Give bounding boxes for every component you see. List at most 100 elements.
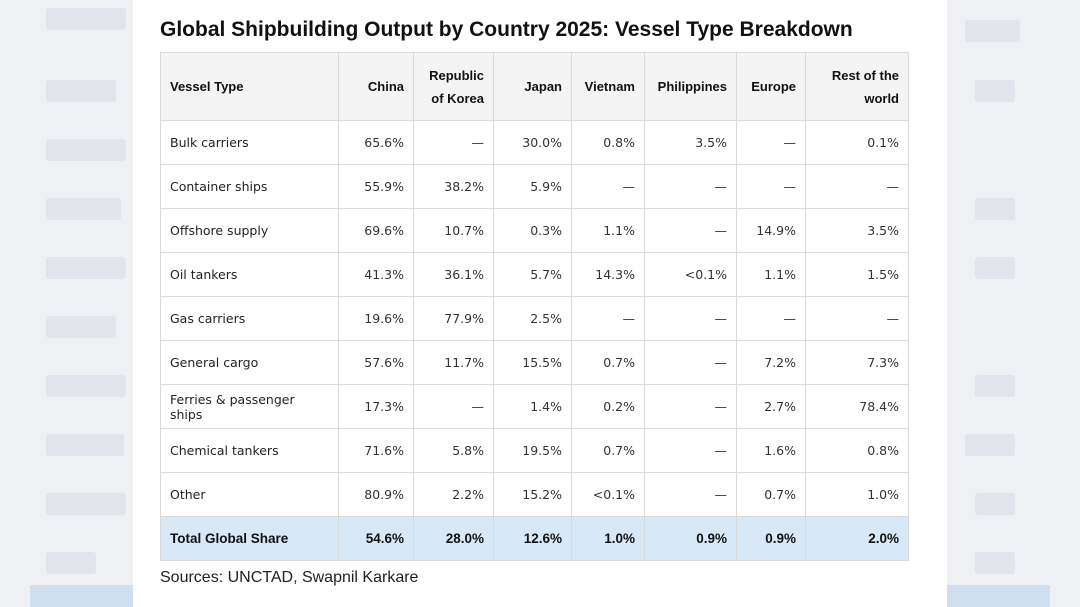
column-header: China bbox=[338, 52, 414, 121]
background-blur bbox=[46, 493, 126, 515]
share-cell: 0.7% bbox=[571, 428, 645, 473]
share-cell: — bbox=[644, 384, 737, 429]
table-row: Offshore supply 69.6% 10.7% 0.3% 1.1% —14.9% 3… bbox=[160, 208, 909, 253]
share-cell: 10.7% bbox=[413, 208, 494, 253]
vessel-type-cell: Container ships bbox=[160, 164, 339, 209]
table-row: Gas carriers 19.6% 77.9% 2.5% — — — — bbox=[160, 296, 909, 341]
share-cell: 2.5% bbox=[493, 296, 572, 341]
background-blur bbox=[975, 257, 1015, 279]
background-blur bbox=[975, 375, 1015, 397]
share-cell: 80.9% bbox=[338, 472, 414, 517]
share-cell: 0.8% bbox=[571, 120, 645, 165]
column-header: Vietnam bbox=[571, 52, 645, 121]
vessel-type-cell: Bulk carriers bbox=[160, 120, 339, 165]
share-cell: <0.1% bbox=[571, 472, 645, 517]
share-cell: — bbox=[805, 296, 909, 341]
share-cell: 0.1% bbox=[805, 120, 909, 165]
column-header: Vessel Type bbox=[160, 52, 339, 121]
table-row: Chemical tankers 71.6% 5.8% 19.5% 0.7% —1.6% 0… bbox=[160, 428, 909, 473]
share-cell: 41.3% bbox=[338, 252, 414, 297]
share-cell: 2.2% bbox=[413, 472, 494, 517]
share-cell: — bbox=[736, 120, 806, 165]
vessel-type-cell: Ferries & passenger ships bbox=[160, 384, 339, 429]
background-blur bbox=[46, 8, 126, 30]
share-cell: 15.2% bbox=[493, 472, 572, 517]
column-header: Rest of the world bbox=[805, 52, 909, 121]
content-card: Global Shipbuilding Output by Country 20… bbox=[133, 0, 947, 607]
share-cell: 36.1% bbox=[413, 252, 494, 297]
share-cell: 0.2% bbox=[571, 384, 645, 429]
total-label-cell: Total Global Share bbox=[160, 516, 339, 561]
background-blur bbox=[46, 434, 124, 456]
total-row: Total Global Share 54.6% 28.0% 12.6% 1.0% 0.9… bbox=[160, 516, 909, 561]
background-blur bbox=[46, 552, 96, 574]
share-cell: 19.5% bbox=[493, 428, 572, 473]
chart-title: Global Shipbuilding Output by Country 20… bbox=[160, 18, 853, 41]
table-row: Oil tankers 41.3% 36.1% 5.7% 14.3% <0.1% 1.1% 1… bbox=[160, 252, 909, 297]
vessel-type-cell: Chemical tankers bbox=[160, 428, 339, 473]
background-blur bbox=[46, 257, 126, 279]
share-cell: 30.0% bbox=[493, 120, 572, 165]
share-cell: 57.6% bbox=[338, 340, 414, 385]
total-share-cell: 2.0% bbox=[805, 516, 909, 561]
table-body: Bulk carriers 65.6% —30.0% 0.8% 3.5% —0.1% Con… bbox=[160, 120, 909, 561]
share-cell: — bbox=[413, 384, 494, 429]
background-blur bbox=[46, 139, 126, 161]
share-cell: 0.8% bbox=[805, 428, 909, 473]
share-cell: — bbox=[644, 164, 737, 209]
total-share-cell: 0.9% bbox=[736, 516, 806, 561]
vessel-type-cell: Oil tankers bbox=[160, 252, 339, 297]
share-cell: 2.7% bbox=[736, 384, 806, 429]
share-cell: 3.5% bbox=[805, 208, 909, 253]
background-blur bbox=[975, 80, 1015, 102]
share-cell: 3.5% bbox=[644, 120, 737, 165]
share-cell: <0.1% bbox=[644, 252, 737, 297]
vessel-type-cell: General cargo bbox=[160, 340, 339, 385]
share-cell: 1.6% bbox=[736, 428, 806, 473]
total-share-cell: 28.0% bbox=[413, 516, 494, 561]
total-share-cell: 54.6% bbox=[338, 516, 414, 561]
share-cell: 1.4% bbox=[493, 384, 572, 429]
share-cell: 7.2% bbox=[736, 340, 806, 385]
share-cell: — bbox=[644, 472, 737, 517]
share-cell: 55.9% bbox=[338, 164, 414, 209]
vessel-type-cell: Offshore supply bbox=[160, 208, 339, 253]
table-row: Bulk carriers 65.6% —30.0% 0.8% 3.5% —0.1% bbox=[160, 120, 909, 165]
share-cell: 17.3% bbox=[338, 384, 414, 429]
share-cell: 15.5% bbox=[493, 340, 572, 385]
total-share-cell: 0.9% bbox=[644, 516, 737, 561]
column-header: Japan bbox=[493, 52, 572, 121]
background-blur bbox=[965, 434, 1015, 456]
column-header: Republic of Korea bbox=[413, 52, 494, 121]
background-blur bbox=[46, 198, 121, 220]
background-blur bbox=[46, 80, 116, 102]
column-header: Europe bbox=[736, 52, 806, 121]
share-cell: 5.7% bbox=[493, 252, 572, 297]
table-row: General cargo 57.6% 11.7% 15.5% 0.7% —7.2% 7.3… bbox=[160, 340, 909, 385]
share-cell: 1.1% bbox=[571, 208, 645, 253]
share-cell: — bbox=[805, 164, 909, 209]
shipbuilding-table: Vessel Type China Republic of Korea Japan Vi… bbox=[160, 52, 909, 561]
background-blur bbox=[965, 20, 1020, 42]
share-cell: 5.9% bbox=[493, 164, 572, 209]
share-cell: — bbox=[644, 428, 737, 473]
share-cell: — bbox=[571, 164, 645, 209]
share-cell: 0.3% bbox=[493, 208, 572, 253]
share-cell: 19.6% bbox=[338, 296, 414, 341]
share-cell: 0.7% bbox=[736, 472, 806, 517]
share-cell: 11.7% bbox=[413, 340, 494, 385]
background-blur bbox=[975, 493, 1015, 515]
share-cell: 7.3% bbox=[805, 340, 909, 385]
vessel-type-cell: Other bbox=[160, 472, 339, 517]
table-row: Ferries & passenger ships 17.3% —1.4% 0.2% —… bbox=[160, 384, 909, 429]
share-cell: — bbox=[644, 340, 737, 385]
table-row: Other 80.9% 2.2% 15.2% <0.1% —0.7% 1.0% bbox=[160, 472, 909, 517]
share-cell: 14.9% bbox=[736, 208, 806, 253]
share-cell: 38.2% bbox=[413, 164, 494, 209]
share-cell: — bbox=[644, 296, 737, 341]
table-row: Container ships 55.9% 38.2% 5.9% — — — — bbox=[160, 164, 909, 209]
total-share-cell: 12.6% bbox=[493, 516, 572, 561]
background-blur bbox=[975, 198, 1015, 220]
share-cell: 5.8% bbox=[413, 428, 494, 473]
background-blur bbox=[46, 375, 126, 397]
